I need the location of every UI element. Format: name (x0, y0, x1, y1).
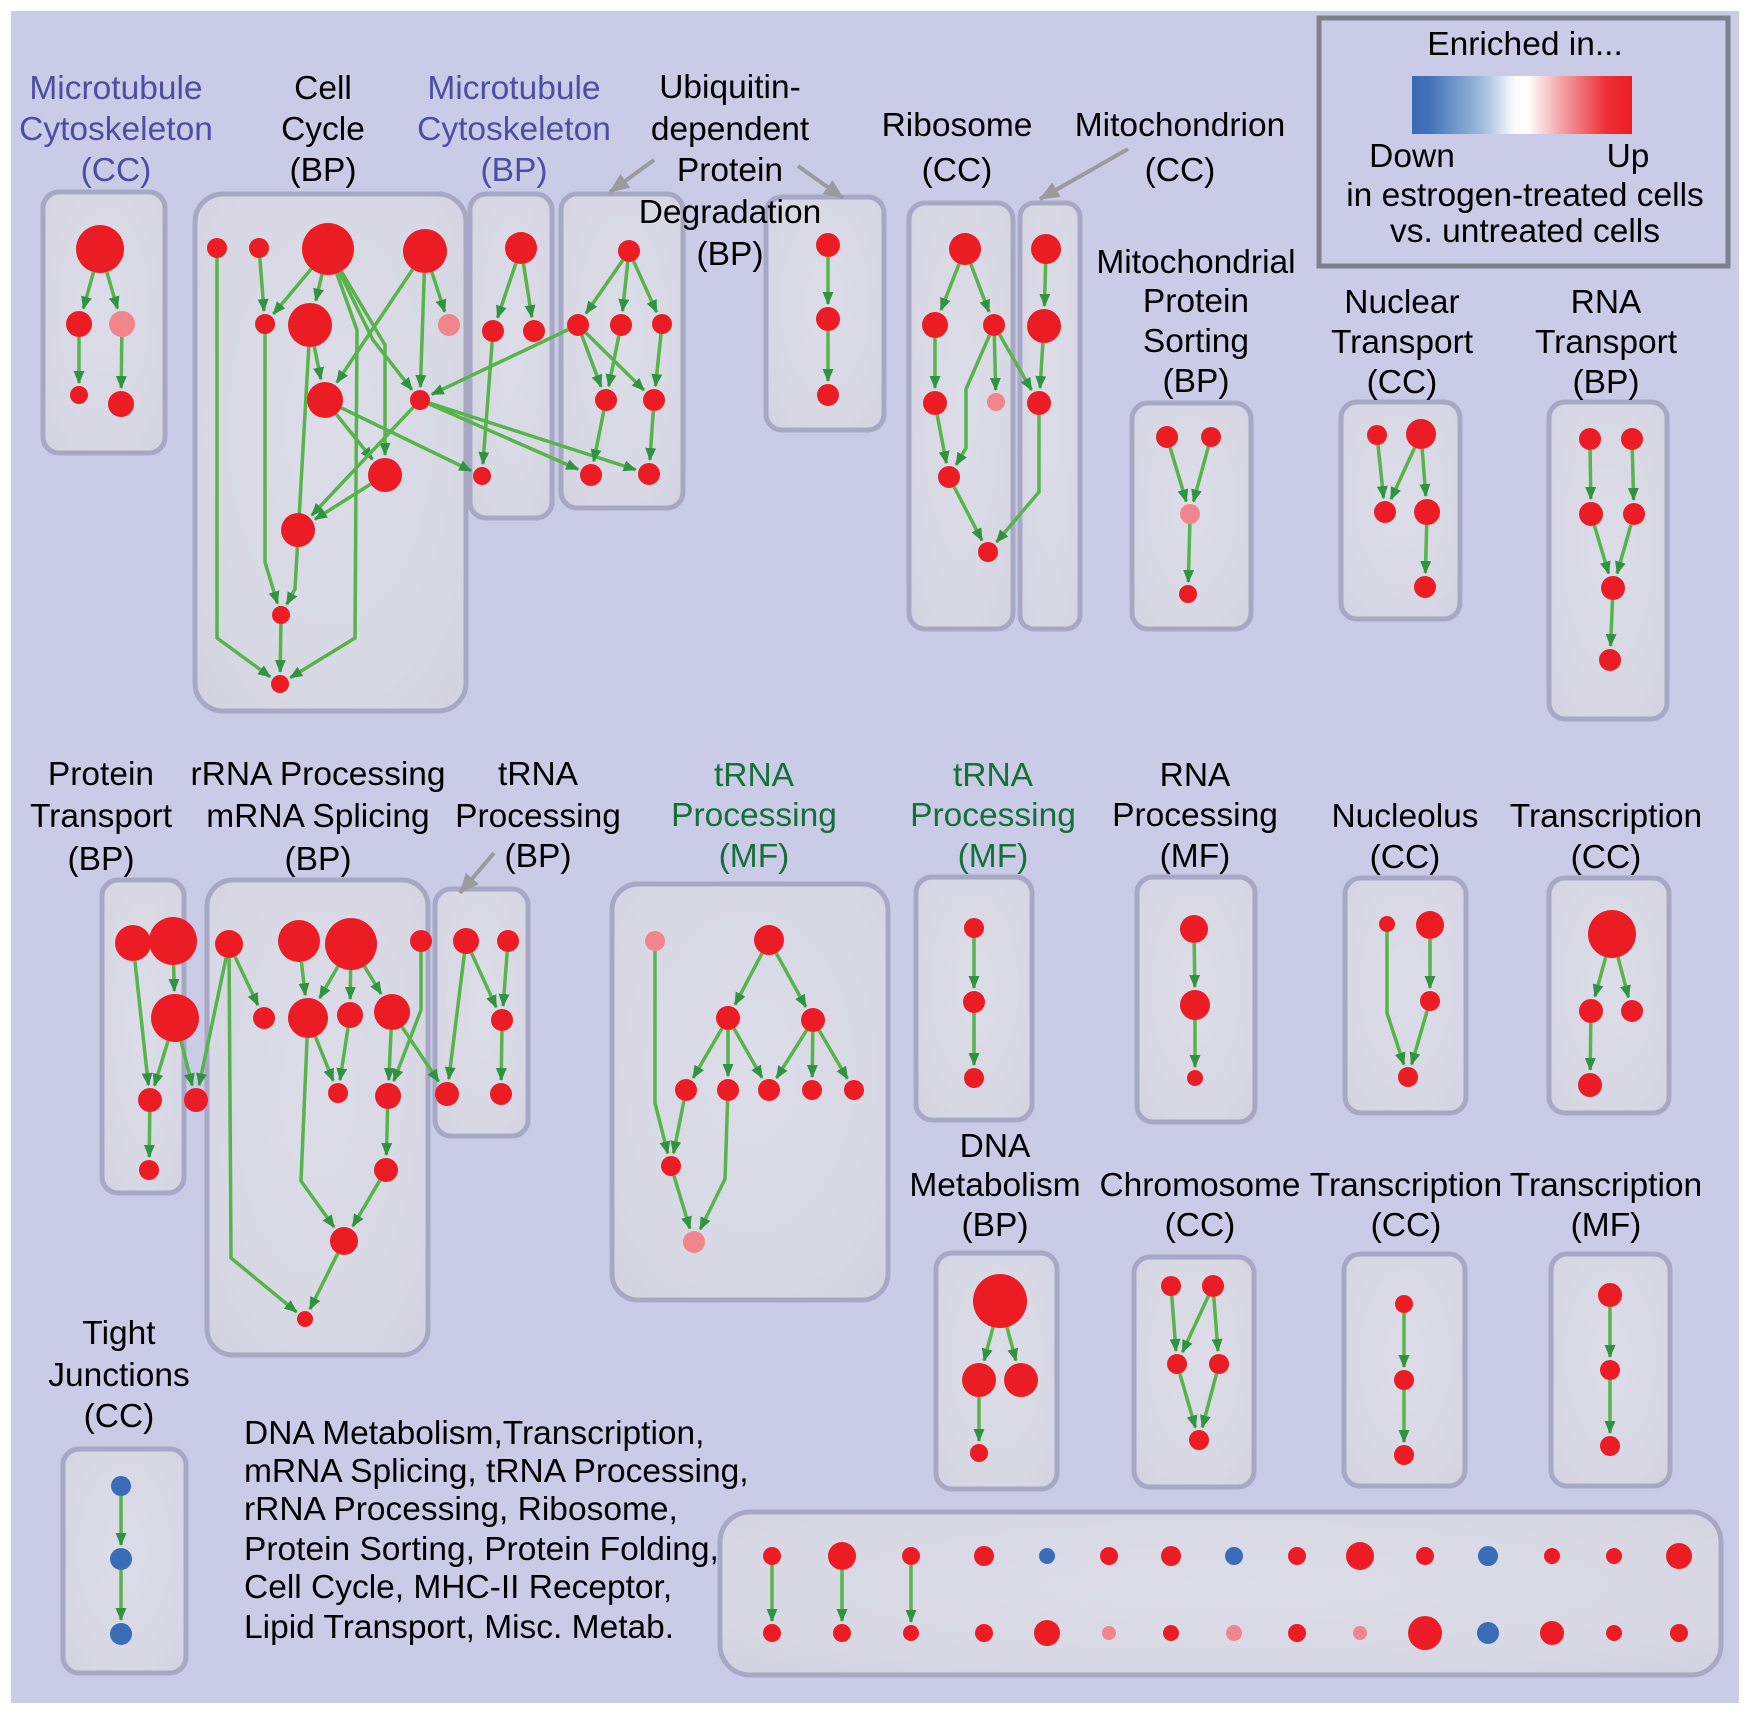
svg-text:(CC): (CC) (922, 152, 993, 189)
svg-text:Cytoskeleton: Cytoskeleton (19, 111, 213, 148)
svg-text:(MF): (MF) (719, 838, 790, 875)
svg-text:(MF): (MF) (1571, 1207, 1642, 1244)
svg-text:Down: Down (1369, 138, 1455, 175)
svg-text:Processing: Processing (455, 798, 621, 835)
svg-text:Cytoskeleton: Cytoskeleton (417, 111, 611, 148)
svg-text:Mitochondrial: Mitochondrial (1096, 244, 1295, 281)
svg-text:(CC): (CC) (84, 1398, 155, 1435)
svg-text:(BP): (BP) (505, 838, 572, 875)
svg-text:Sorting: Sorting (1143, 323, 1249, 360)
svg-text:mRNA Splicing: mRNA Splicing (206, 798, 429, 835)
svg-text:(CC): (CC) (1367, 364, 1438, 401)
svg-text:(MF): (MF) (1160, 838, 1231, 875)
svg-text:Ribosome: Ribosome (882, 107, 1033, 144)
svg-text:tRNA: tRNA (714, 757, 795, 794)
svg-text:DNA: DNA (960, 1128, 1031, 1165)
svg-text:Nuclear: Nuclear (1344, 284, 1459, 321)
svg-text:(CC): (CC) (1371, 1207, 1442, 1244)
svg-text:(CC): (CC) (1165, 1207, 1236, 1244)
svg-text:Microtubule: Microtubule (29, 70, 202, 107)
svg-text:(MF): (MF) (958, 838, 1029, 875)
svg-text:Lipid Transport, Misc. Metab.: Lipid Transport, Misc. Metab. (244, 1609, 674, 1646)
svg-text:Protein Sorting, Protein Foldi: Protein Sorting, Protein Folding, (244, 1531, 719, 1568)
svg-text:(CC): (CC) (1145, 152, 1216, 189)
svg-text:Protein: Protein (48, 756, 154, 793)
svg-text:Transcription: Transcription (1510, 798, 1702, 835)
svg-text:rRNA Processing: rRNA Processing (190, 756, 445, 793)
svg-text:(CC): (CC) (1370, 839, 1441, 876)
svg-text:(BP): (BP) (285, 841, 352, 878)
svg-text:(BP): (BP) (697, 236, 764, 273)
svg-text:tRNA: tRNA (498, 756, 579, 793)
svg-text:Processing: Processing (671, 797, 837, 834)
svg-text:Transcription: Transcription (1310, 1167, 1502, 1204)
svg-text:Junctions: Junctions (48, 1357, 190, 1394)
svg-text:Protein: Protein (677, 152, 783, 189)
svg-text:Nucleolus: Nucleolus (1331, 798, 1478, 835)
svg-text:(CC): (CC) (1571, 839, 1642, 876)
svg-text:Ubiquitin-: Ubiquitin- (659, 69, 801, 106)
svg-text:DNA Metabolism,Transcription,: DNA Metabolism,Transcription, (244, 1415, 704, 1452)
svg-text:Metabolism: Metabolism (909, 1167, 1080, 1204)
svg-text:Degradation: Degradation (639, 194, 822, 231)
svg-text:Cell: Cell (294, 70, 352, 107)
svg-text:(BP): (BP) (68, 841, 135, 878)
svg-text:(BP): (BP) (962, 1207, 1029, 1244)
svg-text:Microtubule: Microtubule (427, 70, 600, 107)
svg-text:Transport: Transport (1331, 324, 1474, 361)
svg-text:vs. untreated cells: vs. untreated cells (1390, 213, 1660, 250)
svg-text:Enriched in...: Enriched in... (1427, 26, 1623, 63)
svg-text:dependent: dependent (651, 111, 810, 148)
svg-text:(BP): (BP) (1163, 363, 1230, 400)
svg-text:(BP): (BP) (1573, 364, 1640, 401)
svg-text:Cycle: Cycle (281, 111, 365, 148)
svg-text:Protein: Protein (1143, 283, 1249, 320)
svg-text:Processing: Processing (910, 797, 1076, 834)
svg-text:in estrogen-treated cells: in estrogen-treated cells (1346, 177, 1704, 214)
svg-text:(CC): (CC) (81, 152, 152, 189)
svg-text:Mitochondrion: Mitochondrion (1075, 107, 1285, 144)
svg-text:rRNA Processing, Ribosome,: rRNA Processing, Ribosome, (244, 1491, 678, 1528)
svg-text:(BP): (BP) (481, 152, 548, 189)
svg-text:Transcription: Transcription (1510, 1167, 1702, 1204)
svg-text:mRNA Splicing, tRNA Processing: mRNA Splicing, tRNA Processing, (244, 1453, 749, 1490)
svg-text:tRNA: tRNA (953, 757, 1034, 794)
svg-text:RNA: RNA (1160, 757, 1231, 794)
svg-text:(BP): (BP) (290, 152, 357, 189)
svg-text:Chromosome: Chromosome (1099, 1167, 1300, 1204)
svg-text:RNA: RNA (1571, 284, 1642, 321)
svg-text:Tight: Tight (82, 1315, 156, 1352)
svg-text:Up: Up (1607, 138, 1650, 175)
svg-text:Processing: Processing (1112, 797, 1278, 834)
svg-text:Transport: Transport (30, 798, 173, 835)
svg-text:Transport: Transport (1535, 324, 1678, 361)
svg-text:Cell Cycle, MHC-II Receptor,: Cell Cycle, MHC-II Receptor, (244, 1569, 672, 1606)
